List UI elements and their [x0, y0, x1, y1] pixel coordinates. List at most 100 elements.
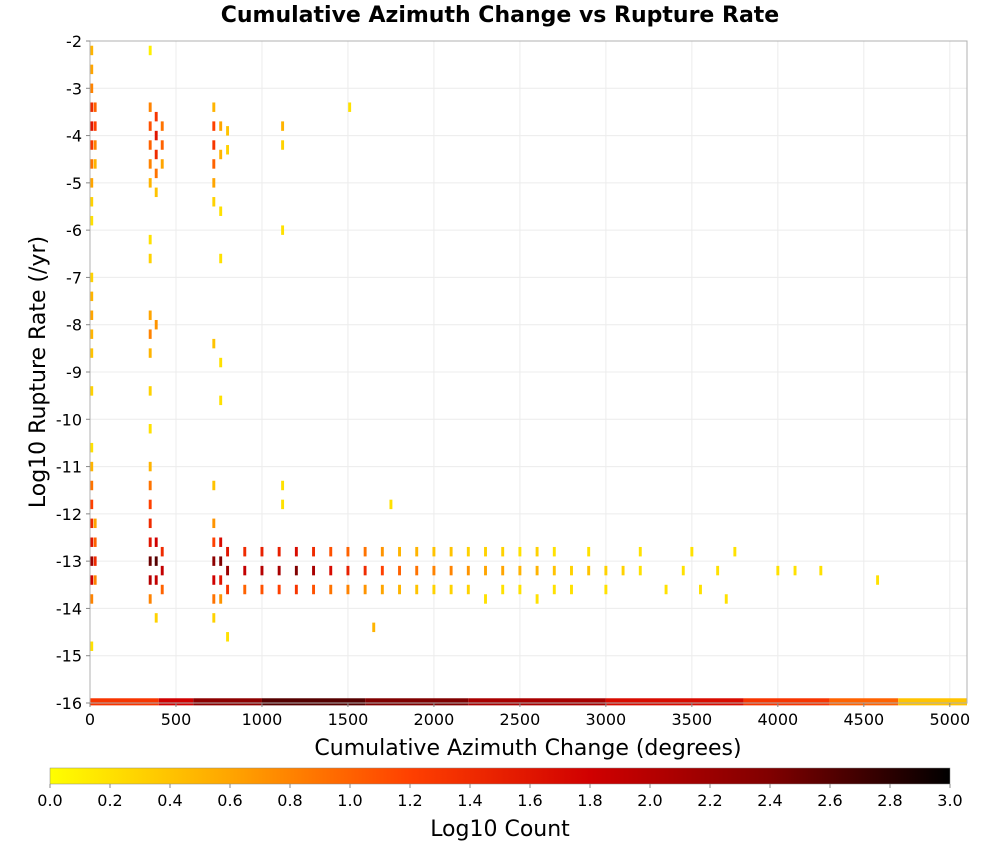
y-tick-label: -12: [56, 505, 82, 524]
heatmap-cell: [154, 556, 158, 566]
colorbar: [49, 767, 951, 785]
heatmap-cell: [346, 584, 350, 595]
heatmap-cell: [535, 546, 539, 557]
heatmap-cell: [415, 584, 419, 595]
heatmap-cell: [160, 565, 164, 576]
heatmap-cell: [148, 424, 152, 434]
y-tick-label: -3: [66, 79, 82, 98]
heatmap-cell: [90, 140, 94, 150]
heatmap-cell: [160, 140, 164, 150]
heatmap-cell: [93, 102, 97, 112]
heatmap-cell: [90, 121, 94, 131]
heatmap-cell: [449, 565, 453, 576]
heatmap-cell: [93, 121, 97, 131]
heatmap-cell: [212, 556, 216, 566]
colorbar-tick-label: 1.6: [517, 791, 542, 810]
heatmap-cell: [432, 565, 436, 576]
heatmap-cell: [212, 102, 216, 112]
heatmap-cell: [212, 480, 216, 491]
heatmap-cell: [154, 319, 158, 330]
heatmap-bottom-segment: [898, 698, 967, 706]
heatmap-cell: [329, 565, 333, 576]
heatmap-cell: [90, 291, 94, 302]
heatmap-cell: [148, 556, 152, 566]
heatmap-cell: [346, 546, 350, 557]
y-tick-label: -5: [66, 174, 82, 193]
y-axis-ticks: -2 -3 -4 -5 -6 -7 -8 -9 -10 -11 -12 -13 -14 -15 -16: [56, 32, 90, 713]
heatmap-cell: [226, 145, 230, 155]
heatmap-cell: [154, 613, 158, 623]
heatmap-cell: [604, 584, 608, 595]
heatmap-cell: [432, 546, 436, 557]
heatmap-cell: [819, 565, 823, 576]
heatmap-cell: [219, 575, 223, 585]
x-tick-label: 500: [161, 710, 192, 729]
heatmap-cell: [518, 546, 522, 557]
y-tick-label: -4: [66, 127, 82, 146]
heatmap-cell: [638, 565, 642, 576]
heatmap-cell: [148, 480, 152, 491]
heatmap-cell: [552, 584, 556, 595]
heatmap-cell: [243, 584, 247, 595]
heatmap-bottom-segment: [90, 698, 159, 706]
heatmap-cell: [312, 546, 316, 557]
heatmap-cell: [260, 584, 264, 595]
x-tick-label: 4500: [843, 710, 884, 729]
y-tick-label: -11: [56, 458, 82, 477]
y-tick-label: -8: [66, 316, 82, 335]
heatmap-cell: [93, 140, 97, 150]
heatmap-cell: [587, 546, 591, 557]
heatmap-cell: [90, 215, 94, 226]
heatmap-cell: [90, 386, 94, 396]
heatmap-cell: [281, 225, 285, 235]
y-tick-label: -13: [56, 552, 82, 571]
x-tick-label: 0: [85, 710, 95, 729]
heatmap-cell: [277, 584, 281, 595]
heatmap-cell: [90, 499, 94, 510]
heatmap-cell: [518, 565, 522, 576]
heatmap-cell: [212, 121, 216, 131]
heatmap-cell: [154, 537, 158, 547]
colorbar-ticks: 0.0 0.2 0.4 0.6 0.8 1.0 1.2 1.4 1.6 1.8 2.0 2.2 2.4 2…: [37, 784, 963, 810]
heatmap-cell: [389, 499, 393, 510]
heatmap-cell: [260, 565, 264, 576]
colorbar-tick-label: 1.0: [337, 791, 362, 810]
heatmap-cell: [518, 584, 522, 595]
heatmap-cell: [501, 546, 505, 557]
heatmap-cell: [398, 565, 401, 576]
heatmap-cell: [329, 584, 333, 595]
heatmap-cell: [226, 565, 230, 576]
heatmap-cell: [570, 584, 573, 595]
y-tick-label: -15: [56, 647, 82, 666]
heatmap-cell: [148, 121, 152, 131]
heatmap-cell: [90, 348, 94, 358]
colorbar-tick-label: 3.0: [937, 791, 962, 810]
heatmap-cell: [587, 565, 591, 576]
heatmap-cell: [93, 575, 97, 585]
heatmap-cell: [154, 187, 158, 198]
heatmap-cell: [90, 556, 94, 566]
heatmap-cell: [148, 575, 152, 585]
heatmap-cell: [90, 272, 94, 283]
colorbar-tick-label: 0.6: [217, 791, 242, 810]
chart-title: Cumulative Azimuth Change vs Rupture Rat…: [221, 3, 779, 28]
heatmap-cell: [148, 499, 152, 510]
y-tick-label: -16: [56, 694, 82, 713]
x-axis-label: Cumulative Azimuth Change (degrees): [314, 736, 741, 761]
heatmap-cell: [148, 461, 152, 472]
heatmap-cell: [294, 565, 298, 576]
heatmap-cell: [363, 584, 367, 595]
heatmap-cell: [148, 537, 152, 547]
heatmap-cell: [281, 121, 285, 131]
heatmap-cell: [698, 584, 702, 595]
x-tick-label: 3000: [586, 710, 627, 729]
heatmap-cell: [876, 575, 880, 585]
heatmap-cell: [664, 584, 668, 595]
x-tick-label: 4000: [757, 710, 798, 729]
heatmap-cell: [449, 584, 453, 595]
heatmap-cell: [501, 565, 505, 576]
heatmap-cell: [312, 565, 316, 576]
heatmap-cell: [154, 111, 158, 122]
heatmap-cell: [90, 461, 94, 472]
heatmap-cell: [212, 575, 216, 585]
